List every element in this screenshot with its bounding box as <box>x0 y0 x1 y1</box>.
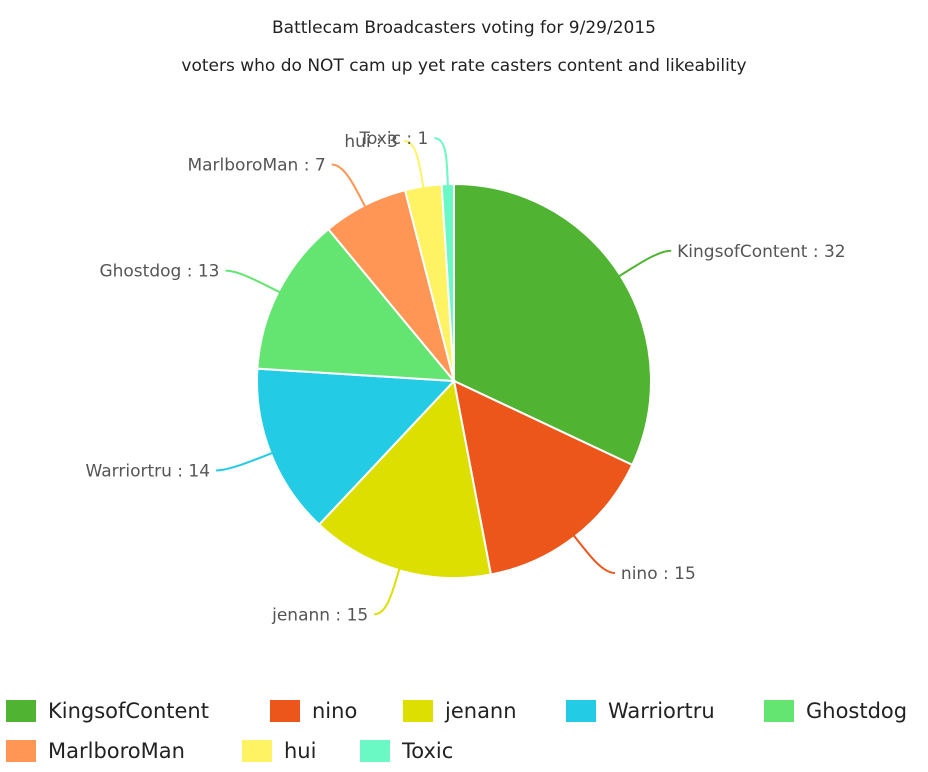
connector-warriortru <box>216 451 274 472</box>
legend-item-hui[interactable]: hui <box>242 736 316 766</box>
legend-item-warriortru[interactable]: Warriortru <box>566 696 715 726</box>
connector-marlboroman <box>331 163 367 208</box>
legend-item-marlboroman[interactable]: MarlboroMan <box>6 736 185 766</box>
chart-title: Battlecam Broadcasters voting for 9/29/2… <box>272 18 656 38</box>
legend-label: nino <box>312 699 358 723</box>
legend-label: hui <box>284 739 317 763</box>
connector-kingsofcontent <box>618 249 672 278</box>
connector-toxic <box>434 137 449 187</box>
legend-swatch <box>6 740 36 762</box>
connector-nino <box>572 534 616 575</box>
legend-item-ghostdog[interactable]: Ghostdog <box>764 696 907 726</box>
chart-subtitle: voters who do NOT cam up yet rate caster… <box>181 56 747 76</box>
data-label-marlboroman: MarlboroMan : 7 <box>187 155 325 175</box>
data-label-ghostdog: Ghostdog : 13 <box>99 262 219 282</box>
data-label-jenann: jenann : 15 <box>271 605 368 625</box>
data-label-hui: hui : 3 <box>344 132 398 152</box>
legend-swatch <box>242 740 272 762</box>
pie-chart: KingsofContent : 32 nino : 15 jenann : 15 W… <box>86 129 846 625</box>
legend-item-kingsofcontent[interactable]: KingsofContent <box>6 696 209 726</box>
legend-swatch <box>270 700 300 722</box>
legend-label: Ghostdog <box>806 699 908 723</box>
data-label-nino: nino : 15 <box>621 564 696 584</box>
connector-ghostdog <box>225 269 281 294</box>
legend-swatch <box>403 700 433 722</box>
legend-label: jenann <box>445 699 517 723</box>
legend-label: MarlboroMan <box>48 739 185 763</box>
data-label-kingsofcontent: KingsofContent : 32 <box>677 242 845 262</box>
legend-label: Toxic <box>402 739 454 763</box>
legend-swatch <box>6 700 36 722</box>
legend-swatch <box>764 700 794 722</box>
legend-label: Warriortru <box>608 699 715 723</box>
legend-item-nino[interactable]: nino <box>270 696 357 726</box>
legend-item-toxic[interactable]: Toxic <box>360 736 453 766</box>
legend-label: KingsofContent <box>48 699 209 723</box>
data-label-toxic: Toxic : 1 <box>359 129 429 149</box>
legend-item-jenann[interactable]: jenann <box>403 696 517 726</box>
legend-swatch <box>360 740 390 762</box>
legend-swatch <box>566 700 596 722</box>
connector-hui <box>403 139 425 189</box>
connector-jenann <box>374 567 401 616</box>
data-label-warriortru: Warriortru : 14 <box>86 461 211 481</box>
